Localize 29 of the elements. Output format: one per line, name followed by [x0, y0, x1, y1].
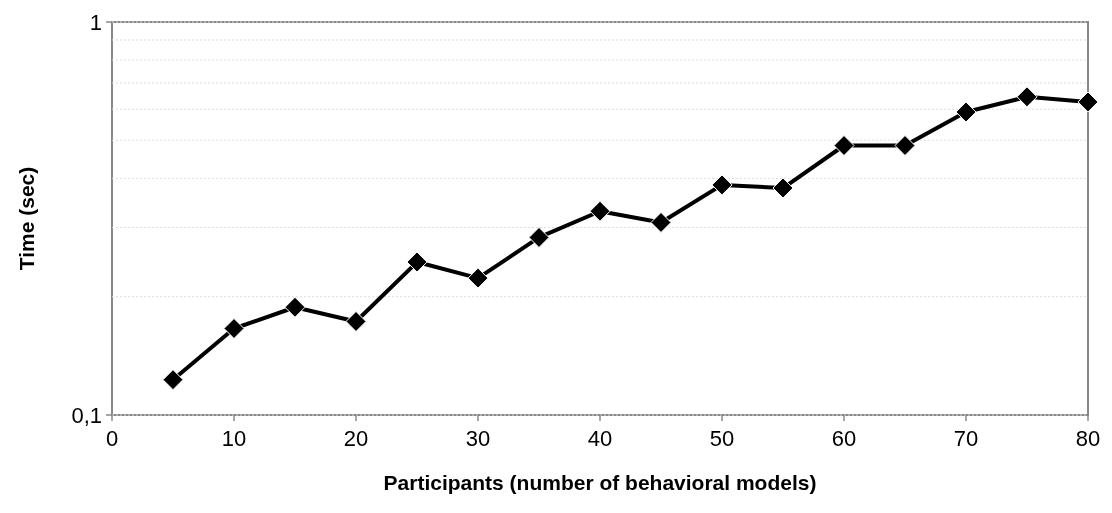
point [955, 101, 977, 123]
point [406, 251, 428, 273]
y-tick-label: 0,1 [71, 402, 102, 428]
point [162, 369, 184, 391]
x-tick-label: 0 [105, 426, 119, 451]
y-axis-title: Time (sec) [15, 166, 38, 271]
point [1077, 91, 1099, 113]
x-tick-label: 60 [831, 426, 857, 451]
point [589, 200, 611, 222]
point [528, 226, 550, 248]
point [894, 135, 916, 156]
point [1016, 86, 1038, 108]
x-tick-label: 20 [343, 426, 369, 451]
point [711, 174, 733, 196]
point [284, 296, 306, 318]
point [650, 211, 672, 233]
point [833, 135, 855, 156]
x-axis-title: Participants (number of behavioral models) [383, 471, 817, 494]
point [223, 318, 245, 339]
point [345, 310, 367, 332]
point [467, 267, 489, 289]
x-tick-label: 30 [465, 426, 491, 451]
y-tick-label: 1 [89, 9, 102, 35]
x-tick-label: 10 [221, 426, 247, 451]
x-tick-label: 40 [587, 426, 613, 451]
x-tick-label: 50 [709, 426, 735, 451]
x-tick-label: 70 [953, 426, 979, 451]
point [772, 177, 794, 199]
x-tick-label: 80 [1075, 426, 1101, 451]
